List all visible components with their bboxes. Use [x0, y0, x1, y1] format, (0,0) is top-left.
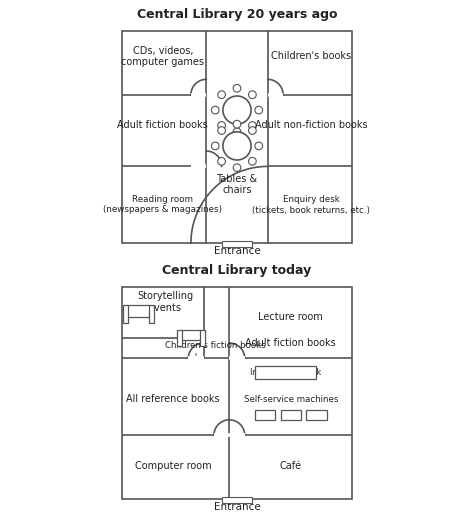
Text: Reading room
(newspapers & magazines): Reading room (newspapers & magazines): [103, 195, 222, 215]
Text: Adult non-fiction books: Adult non-fiction books: [255, 120, 367, 131]
Circle shape: [248, 158, 256, 165]
Circle shape: [223, 132, 251, 160]
Text: Lecture room: Lecture room: [258, 312, 323, 323]
Circle shape: [248, 122, 256, 130]
Bar: [281, 410, 301, 420]
Text: Sofa: Sofa: [130, 307, 147, 315]
Bar: [122, 287, 352, 499]
Circle shape: [233, 120, 241, 128]
Bar: [200, 330, 205, 346]
Circle shape: [211, 106, 219, 114]
Bar: [255, 366, 316, 379]
Text: Sofa: Sofa: [182, 331, 200, 340]
Circle shape: [211, 142, 219, 150]
Text: Computer room: Computer room: [135, 461, 211, 471]
Circle shape: [255, 142, 263, 150]
Circle shape: [218, 126, 226, 134]
Bar: [222, 241, 252, 247]
Circle shape: [218, 158, 226, 165]
Text: Entrance: Entrance: [214, 502, 260, 512]
Text: Enquiry desk
(tickets, book returns, etc.): Enquiry desk (tickets, book returns, etc…: [252, 195, 370, 215]
Text: Children's books: Children's books: [271, 51, 351, 61]
Text: Information desk: Information desk: [250, 368, 321, 377]
Text: Self-service machines: Self-service machines: [244, 395, 338, 404]
Circle shape: [233, 84, 241, 92]
Bar: [306, 410, 327, 420]
Circle shape: [218, 122, 226, 130]
Bar: [127, 305, 150, 317]
Text: Entrance: Entrance: [214, 246, 260, 256]
Text: Tables &
chairs: Tables & chairs: [217, 174, 257, 195]
Bar: [149, 305, 154, 323]
Text: Adult fiction books: Adult fiction books: [246, 338, 336, 348]
Text: Children's fiction books: Children's fiction books: [165, 341, 266, 350]
Text: Storytelling
events: Storytelling events: [137, 291, 193, 313]
Circle shape: [233, 128, 241, 136]
Text: Central Library today: Central Library today: [163, 264, 311, 276]
Circle shape: [218, 91, 226, 98]
Text: Café: Café: [280, 461, 302, 471]
Bar: [123, 305, 128, 323]
Circle shape: [223, 96, 251, 124]
Circle shape: [248, 91, 256, 98]
Circle shape: [248, 126, 256, 134]
Bar: [122, 31, 352, 243]
Bar: [222, 497, 252, 503]
Circle shape: [255, 106, 263, 114]
Text: CDs, videos,
computer games: CDs, videos, computer games: [121, 46, 204, 67]
Text: Central Library 20 years ago: Central Library 20 years ago: [137, 8, 337, 20]
Text: Adult fiction books: Adult fiction books: [118, 120, 208, 131]
Text: All reference books: All reference books: [126, 394, 220, 404]
Bar: [177, 330, 182, 346]
Circle shape: [233, 164, 241, 172]
Bar: [181, 330, 201, 340]
Bar: [255, 410, 275, 420]
